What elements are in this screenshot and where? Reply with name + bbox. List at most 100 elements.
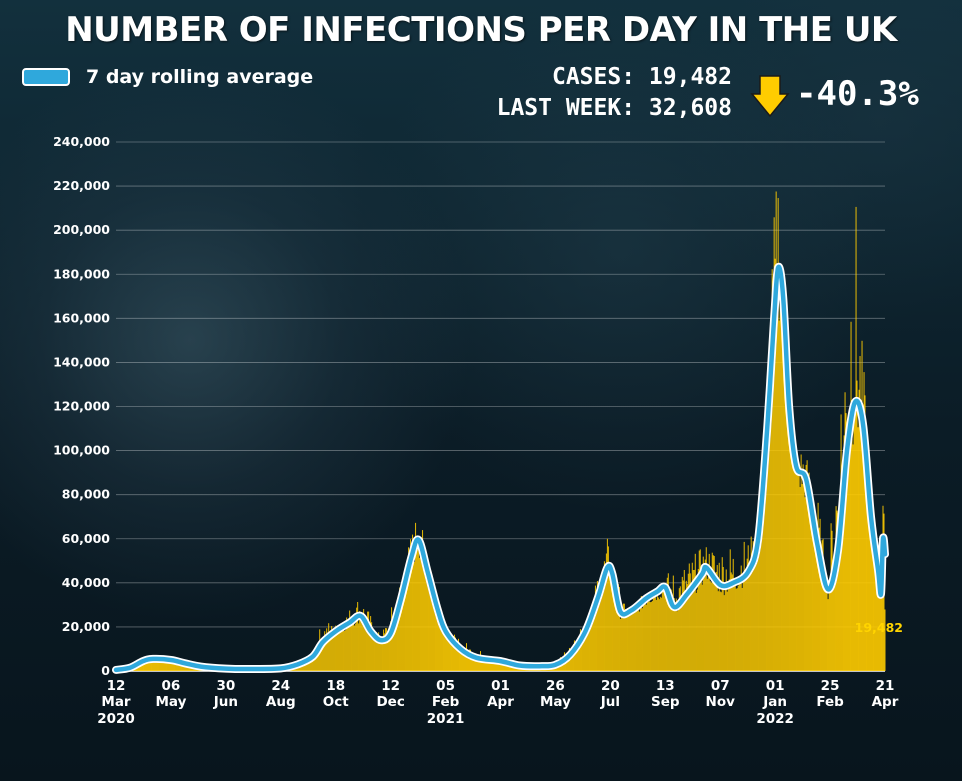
daily-case-bar — [670, 589, 672, 671]
daily-case-bar — [720, 592, 722, 671]
daily-case-bar — [672, 575, 674, 671]
daily-case-bar — [409, 551, 411, 671]
daily-case-bar — [491, 660, 492, 671]
y-axis-ticks: 0 20,000 40,000 60,000 80,000 100,000 120,000 1… — [53, 134, 110, 678]
daily-case-bar — [833, 560, 835, 671]
daily-case-bar — [634, 603, 636, 671]
daily-case-bar — [865, 478, 867, 671]
daily-case-bar — [622, 603, 624, 671]
daily-case-bar — [750, 536, 752, 671]
daily-case-bar — [807, 493, 809, 671]
daily-case-bar — [406, 584, 408, 671]
daily-case-bar — [710, 582, 712, 671]
daily-case-bar — [359, 611, 361, 671]
daily-case-bar — [784, 352, 786, 671]
daily-case-bar — [852, 444, 854, 671]
daily-case-bar — [394, 620, 396, 671]
daily-case-bar — [801, 484, 803, 671]
daily-case-bar — [815, 533, 817, 671]
daily-case-bar — [181, 662, 183, 671]
daily-case-bar — [783, 319, 785, 671]
daily-case-bar — [342, 625, 344, 671]
daily-case-bar — [146, 660, 148, 671]
daily-case-bar — [456, 639, 458, 671]
daily-case-bar — [467, 649, 468, 671]
daily-case-bar — [774, 258, 776, 671]
daily-case-bar — [484, 659, 485, 671]
daily-case-bar — [753, 564, 755, 671]
x-tick-day: 12 — [107, 678, 126, 694]
daily-case-bar — [744, 574, 746, 671]
daily-case-bar — [597, 586, 599, 671]
daily-case-bar — [850, 321, 852, 671]
daily-case-bar — [354, 625, 356, 671]
daily-case-bar — [350, 626, 352, 671]
daily-case-bar — [174, 660, 176, 671]
daily-case-bar — [159, 660, 161, 671]
daily-case-bar — [694, 553, 696, 671]
daily-case-bar — [792, 427, 794, 671]
daily-case-bar — [492, 657, 493, 671]
daily-case-bar — [405, 589, 407, 671]
x-tick-month: Feb — [432, 694, 460, 710]
daily-case-bar — [823, 580, 825, 671]
daily-case-bar — [817, 502, 819, 671]
daily-case-bar — [397, 615, 399, 671]
daily-case-bar — [447, 634, 449, 671]
y-tick-label: 180,000 — [53, 266, 110, 281]
daily-case-bar — [382, 641, 384, 671]
daily-case-bar — [674, 608, 676, 671]
daily-case-bar — [690, 587, 692, 671]
daily-case-bar — [315, 653, 317, 671]
rolling-average-line-outline — [112, 262, 889, 674]
daily-case-bar — [851, 437, 853, 671]
daily-case-bar — [458, 638, 460, 671]
daily-case-bar — [721, 557, 723, 671]
daily-case-bar — [771, 269, 773, 671]
daily-case-bar — [444, 632, 446, 671]
daily-case-bar — [341, 627, 343, 671]
daily-case-bar — [587, 621, 589, 671]
x-year-label: 2020 — [97, 711, 135, 727]
daily-case-bar — [454, 634, 456, 671]
daily-case-bar — [462, 652, 463, 671]
daily-case-bar — [657, 597, 659, 671]
daily-case-bar — [656, 587, 658, 671]
x-tick-day: 30 — [216, 678, 235, 694]
daily-case-bar — [864, 395, 866, 671]
daily-case-bar — [340, 630, 342, 671]
daily-case-bar — [627, 610, 629, 671]
latest-value-label: 19,482 — [855, 620, 903, 635]
daily-case-bar — [673, 598, 675, 671]
daily-case-bar — [848, 417, 850, 671]
daily-case-bar — [365, 626, 367, 671]
daily-case-bar — [333, 633, 335, 671]
daily-case-bar — [685, 580, 687, 671]
daily-case-bar — [600, 594, 602, 671]
daily-case-bar — [501, 661, 502, 671]
daily-case-bar — [668, 595, 670, 671]
daily-case-bar — [693, 569, 695, 671]
daily-case-bar — [446, 634, 448, 671]
daily-case-bar — [624, 609, 626, 671]
daily-case-bar — [877, 576, 879, 671]
daily-case-bar — [474, 656, 475, 671]
daily-case-bar — [825, 591, 827, 671]
daily-case-bar — [171, 661, 173, 671]
daily-case-bar — [355, 623, 357, 671]
daily-case-bar — [641, 608, 643, 671]
x-tick-month: Jun — [213, 694, 238, 710]
daily-case-bar — [629, 608, 631, 671]
x-tick-month: Apr — [487, 694, 514, 710]
daily-case-bar — [377, 635, 379, 671]
daily-case-bar — [736, 588, 738, 671]
daily-case-bar — [570, 654, 572, 671]
daily-case-bar — [472, 656, 473, 671]
daily-case-bar — [735, 588, 737, 671]
daily-case-bar — [803, 474, 805, 671]
daily-case-bar — [392, 618, 394, 671]
daily-case-bar — [390, 621, 392, 671]
rolling-average-line — [113, 264, 888, 673]
daily-case-bar — [649, 602, 651, 671]
daily-case-bar — [651, 601, 653, 671]
